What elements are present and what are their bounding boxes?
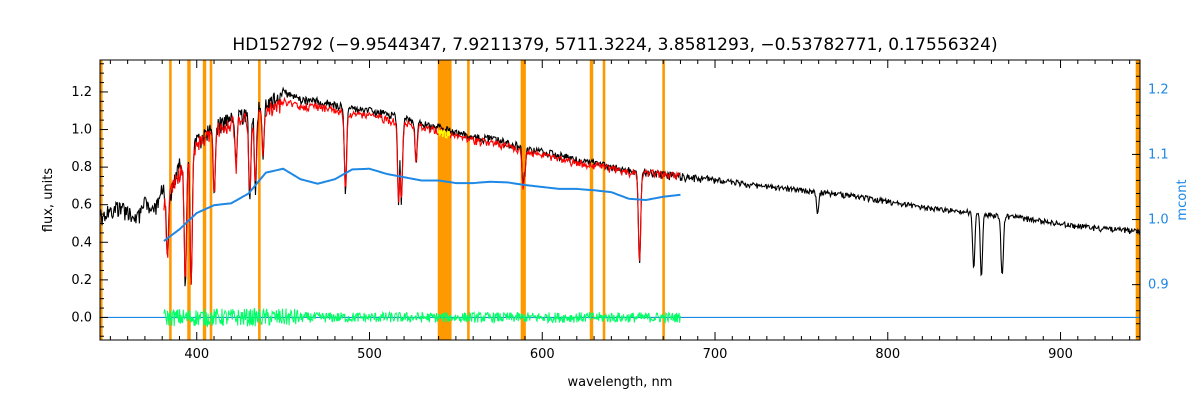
- y-tick-label: 0.0: [71, 310, 92, 325]
- y2-axis-label: mcont: [1175, 179, 1190, 220]
- mask-band-10: [602, 60, 606, 340]
- y2-tick-label: 1.2: [1148, 82, 1169, 97]
- x-tick-label: 500: [357, 347, 382, 362]
- plot-content: [100, 60, 1140, 340]
- y2-tick-label: 1.1: [1148, 147, 1169, 162]
- series-masked-model-line: [437, 129, 452, 139]
- y-tick-label: 1.0: [71, 123, 92, 138]
- mask-band-8: [520, 60, 526, 340]
- mask-band-6: [437, 60, 452, 340]
- mask-band-9: [589, 60, 594, 340]
- plot-frame: [99, 59, 1141, 341]
- y-tick-label: 0.2: [71, 273, 92, 288]
- mask-band-11: [662, 60, 665, 340]
- y-tick-label: 0.8: [71, 160, 92, 175]
- x-axis-label: wavelength, nm: [568, 375, 673, 390]
- series-residual-line: [163, 307, 681, 328]
- y2-tick-label: 1.0: [1148, 213, 1169, 228]
- y-tick-label: 0.6: [71, 198, 92, 213]
- mask-band-0: [100, 60, 103, 340]
- plot-area: [100, 60, 1140, 340]
- mask-band-4: [209, 60, 213, 340]
- x-axis: 400 500 600 700 800 900: [109, 60, 1131, 362]
- mask-band-5: [258, 60, 261, 340]
- mask-band-7: [467, 60, 470, 340]
- y-tick-label: 1.2: [71, 85, 92, 100]
- x-tick-label: 800: [875, 347, 900, 362]
- y-tick-label: 0.4: [71, 235, 92, 250]
- y-axis-label: flux, units: [41, 168, 56, 233]
- x-tick-label: 400: [184, 347, 209, 362]
- x-tick-label: 600: [530, 347, 555, 362]
- series-continuum-line: [163, 167, 681, 242]
- series-observed-line: [100, 86, 1140, 287]
- mask-band-2: [187, 60, 191, 340]
- mask-band-12: [1135, 60, 1140, 340]
- y2-axis: 0.9 1.0 1.1 1.2: [1132, 62, 1169, 338]
- y-axis: 0.0 0.2 0.4 0.6 0.8 1.0 1.2: [71, 63, 108, 337]
- x-tick-label: 700: [703, 347, 728, 362]
- mask-band-3: [202, 60, 207, 340]
- series-model-line: [163, 96, 681, 285]
- x-tick-label: 900: [1048, 347, 1073, 362]
- chart-title: HD152792 (−9.9544347, 7.9211379, 5711.32…: [232, 35, 997, 55]
- y2-tick-label: 0.9: [1148, 278, 1169, 293]
